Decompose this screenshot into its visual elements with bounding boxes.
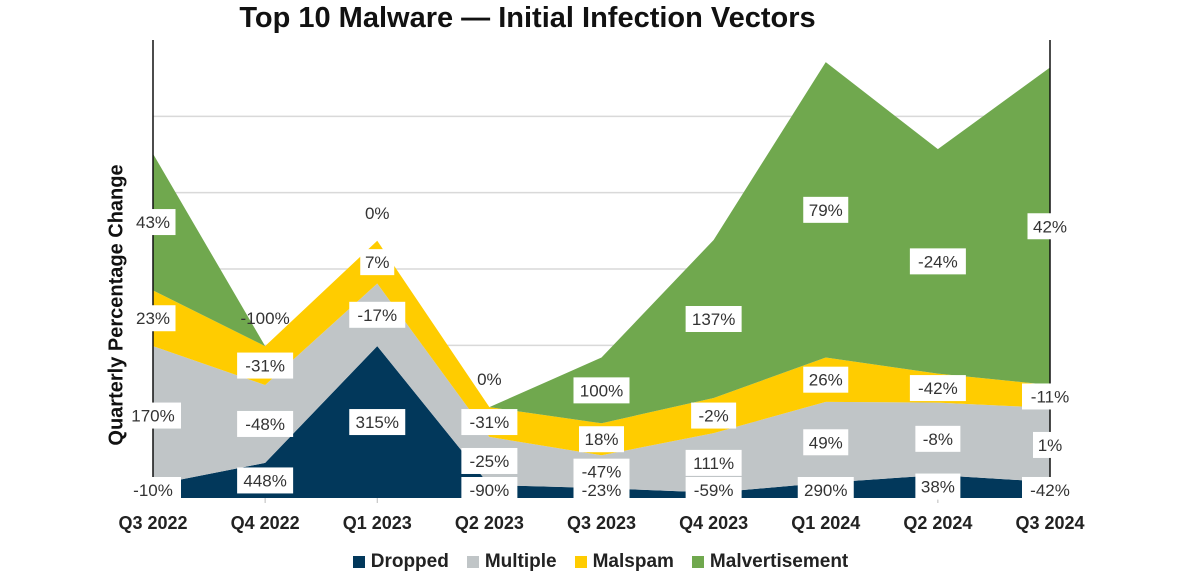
data-label-box [1033, 431, 1067, 458]
data-label-box [685, 305, 742, 332]
data-label-box [237, 467, 294, 494]
data-label: 137% [692, 310, 735, 329]
data-label-box [349, 409, 406, 436]
x-tick-label: Q1 2024 [791, 513, 860, 533]
data-label: 43% [136, 213, 170, 232]
data-label-box [125, 402, 181, 429]
data-label-box [125, 477, 181, 503]
x-tick-label: Q4 2023 [679, 513, 748, 533]
data-label: -31% [245, 357, 285, 376]
x-tick-label: Q2 2023 [455, 513, 524, 533]
data-label-box [461, 447, 518, 474]
data-label: 448% [243, 471, 286, 490]
data-label: 49% [809, 433, 843, 452]
data-label-box [573, 377, 630, 404]
data-label: 315% [356, 413, 399, 432]
data-label-box [915, 473, 961, 500]
legend-item: Malvertisement [691, 551, 849, 573]
data-label: -10% [133, 481, 173, 500]
data-label-box [909, 248, 966, 275]
legend: Dropped Multiple Malspam Malvertisement [0, 551, 1201, 573]
legend-label: Malspam [592, 551, 674, 572]
x-tick-label: Q3 2022 [118, 513, 187, 533]
data-label-box [237, 352, 294, 379]
data-label: 0% [477, 370, 502, 389]
data-label: -8% [923, 430, 953, 449]
data-label-box [685, 449, 742, 476]
data-label: -59% [694, 481, 734, 500]
data-label: -17% [357, 306, 397, 325]
data-label: -25% [470, 452, 510, 471]
data-label-box [130, 209, 176, 236]
data-label-box [1027, 213, 1073, 240]
data-label: 18% [584, 430, 618, 449]
data-label: 111% [693, 454, 734, 473]
data-label-box [461, 409, 518, 436]
data-label: 23% [136, 309, 170, 328]
legend-swatch [352, 556, 365, 568]
x-tick-label: Q3 2023 [567, 513, 636, 533]
x-tick-label: Q4 2022 [231, 513, 300, 533]
data-label-box [803, 196, 849, 223]
data-label: -23% [582, 481, 622, 500]
x-tick-label: Q3 2024 [1015, 513, 1084, 533]
data-label-box [803, 366, 849, 393]
data-label: -31% [470, 413, 510, 432]
data-label: -47% [582, 463, 622, 482]
data-label: -100% [241, 309, 290, 328]
data-label: 170% [131, 407, 174, 426]
data-label: 79% [809, 201, 843, 220]
data-label-box [797, 477, 854, 503]
legend-label: Dropped [370, 551, 449, 572]
data-label: 100% [580, 381, 623, 400]
data-label-box [1022, 476, 1078, 503]
data-label: 290% [804, 481, 847, 500]
data-label: -42% [1030, 481, 1070, 500]
area-dropped [153, 346, 1050, 498]
legend-swatch [691, 556, 704, 568]
data-label-box [803, 429, 849, 456]
data-label-box [909, 375, 966, 402]
data-label: 38% [921, 478, 955, 497]
legend-swatch [574, 556, 587, 568]
data-label-box [685, 477, 742, 503]
data-label: -11% [1031, 387, 1069, 406]
legend-label: Malvertisement [709, 551, 849, 572]
data-label-box [915, 425, 961, 452]
data-label-box [1022, 383, 1078, 410]
data-label: -48% [245, 415, 285, 434]
x-tick-label: Q2 2024 [903, 513, 972, 533]
legend-item: Dropped [352, 551, 449, 573]
legend-label: Multiple [484, 551, 557, 572]
data-label-box [691, 402, 737, 429]
area-malspam [153, 240, 1050, 456]
data-label-box [360, 249, 395, 276]
data-label: -24% [918, 252, 958, 271]
legend-swatch [466, 556, 479, 568]
data-label-box [579, 426, 624, 453]
data-label: 1% [1038, 436, 1063, 455]
chart-title: Top 10 Malware — Initial Infection Vecto… [239, 2, 816, 34]
area-malvertisement [153, 62, 1050, 424]
data-label-box [461, 477, 518, 503]
data-label: 26% [809, 371, 843, 390]
data-label: 42% [1033, 217, 1067, 236]
data-label: -2% [699, 407, 729, 426]
data-label: 0% [365, 204, 390, 223]
data-label-box [349, 301, 406, 328]
legend-item: Multiple [466, 551, 557, 573]
data-label-box [130, 305, 176, 332]
data-label-box [573, 458, 630, 485]
x-tick-label: Q1 2023 [343, 513, 412, 533]
data-label-box [237, 410, 294, 437]
data-label: 7% [365, 253, 390, 272]
data-label: -42% [918, 379, 958, 398]
legend-item: Malspam [574, 551, 674, 573]
data-label: -90% [470, 481, 510, 500]
